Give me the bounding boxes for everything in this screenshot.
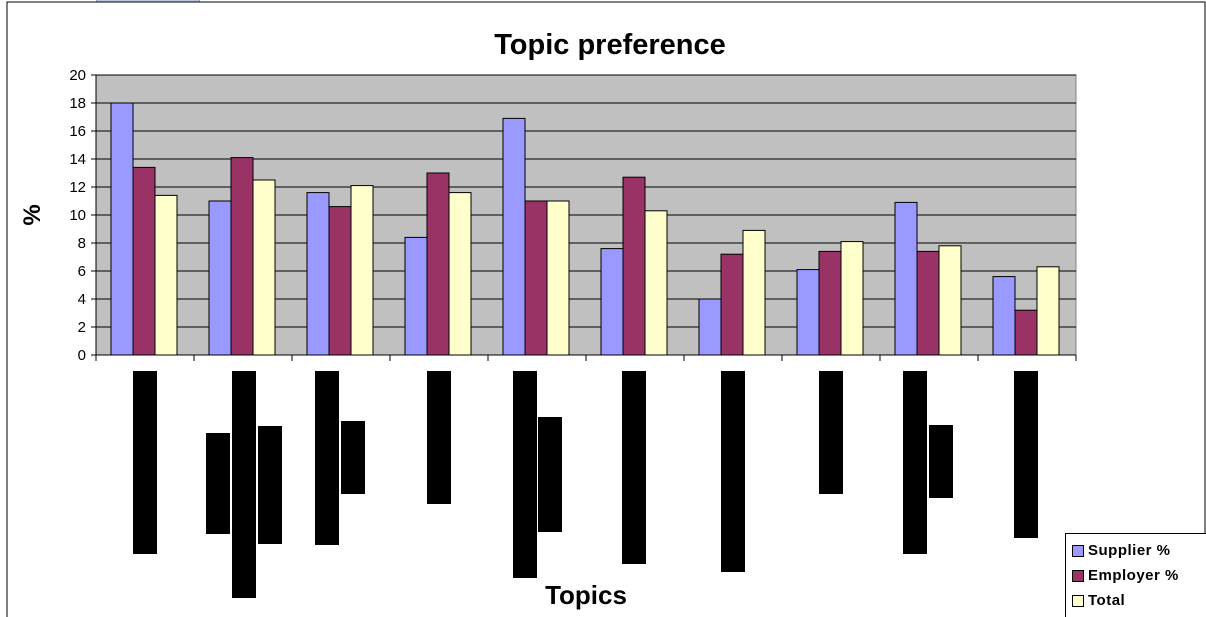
redacted-category-label-1 <box>133 371 157 554</box>
bar-total-3 <box>350 185 374 356</box>
y-tick-label-18: 18 <box>69 95 86 112</box>
y-tick-label-0: 0 <box>78 347 86 364</box>
legend-swatch-employer <box>1072 569 1084 582</box>
bar-employer-3 <box>328 206 352 356</box>
redacted-category-label-11 <box>721 371 745 572</box>
bar-supplier-1 <box>110 102 134 356</box>
y-axis-label: % <box>19 204 46 225</box>
y-tick-label-16: 16 <box>69 123 86 140</box>
bar-employer-1 <box>132 166 156 356</box>
legend-label-employer: Employer % <box>1088 567 1179 584</box>
redacted-category-label-4 <box>258 426 282 544</box>
bar-supplier-2 <box>208 200 232 356</box>
bar-total-4 <box>448 192 472 356</box>
y-tick-label-2: 2 <box>78 319 86 336</box>
legend-swatch-supplier <box>1072 544 1084 557</box>
chart-legend: Supplier % Employer % Total <box>1065 533 1206 617</box>
y-tick-label-4: 4 <box>78 291 86 308</box>
bar-employer-9 <box>916 250 940 356</box>
bar-employer-7 <box>720 253 744 356</box>
y-tick-label-8: 8 <box>78 235 86 252</box>
bar-total-1 <box>154 194 178 356</box>
y-tick-label-14: 14 <box>69 151 86 168</box>
x-axis-label: Topics <box>545 580 627 610</box>
redacted-category-label-15 <box>1014 371 1038 538</box>
bar-employer-2 <box>230 157 254 356</box>
bar-total-9 <box>938 245 962 356</box>
bar-total-5 <box>546 200 570 356</box>
bar-total-6 <box>644 210 668 356</box>
redacted-category-label-5 <box>315 371 339 545</box>
redacted-category-label-10 <box>622 371 646 564</box>
legend-item-employer: Employer % <box>1072 563 1206 588</box>
y-tick-label-6: 6 <box>78 263 86 280</box>
bar-total-2 <box>252 179 276 356</box>
bar-employer-4 <box>426 172 450 356</box>
bar-employer-10 <box>1014 309 1038 356</box>
legend-item-supplier: Supplier % <box>1072 538 1206 563</box>
redacted-category-label-9 <box>538 417 562 532</box>
legend-label-total: Total <box>1088 592 1126 609</box>
bar-supplier-8 <box>796 269 820 356</box>
chart-title: Topic preference <box>494 29 726 61</box>
redacted-category-label-2 <box>206 433 230 534</box>
bar-supplier-5 <box>502 117 526 356</box>
redacted-category-label-12 <box>819 371 843 494</box>
y-tick-label-10: 10 <box>69 207 86 224</box>
bar-supplier-10 <box>992 276 1016 356</box>
bar-total-8 <box>840 241 864 356</box>
y-tick-label-20: 20 <box>69 67 86 84</box>
legend-item-total: Total <box>1072 588 1206 613</box>
bar-total-7 <box>742 229 766 356</box>
bar-supplier-4 <box>404 236 428 356</box>
bar-supplier-6 <box>600 248 624 356</box>
bar-supplier-9 <box>894 201 918 356</box>
bar-employer-8 <box>818 250 842 356</box>
legend-label-supplier: Supplier % <box>1088 542 1171 559</box>
bar-supplier-7 <box>698 298 722 356</box>
redacted-category-label-3 <box>232 371 256 598</box>
legend-swatch-total <box>1072 594 1084 607</box>
y-tick-label-12: 12 <box>69 179 86 196</box>
bar-employer-5 <box>524 200 548 356</box>
redacted-category-label-13 <box>903 371 927 554</box>
redacted-category-label-7 <box>427 371 451 504</box>
bar-supplier-3 <box>306 192 330 356</box>
redacted-category-label-14 <box>929 425 953 498</box>
bar-total-10 <box>1036 266 1060 356</box>
redacted-category-label-6 <box>341 421 365 494</box>
bar-employer-6 <box>622 176 646 356</box>
redacted-category-label-8 <box>513 371 537 578</box>
